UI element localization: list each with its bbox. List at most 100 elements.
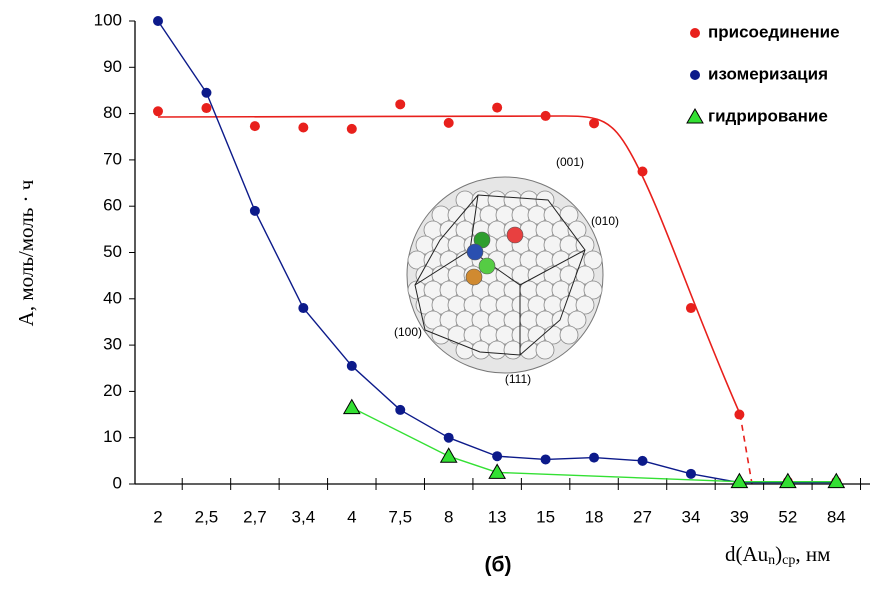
highlight-atom bbox=[478, 257, 496, 275]
data-point bbox=[730, 472, 749, 489]
data-point bbox=[249, 121, 260, 132]
atom bbox=[583, 250, 603, 270]
caption: (б) bbox=[485, 554, 512, 577]
data-point bbox=[201, 103, 212, 114]
series-connector bbox=[351, 365, 401, 411]
highlight-atom bbox=[506, 226, 524, 244]
data-point bbox=[298, 303, 309, 314]
x-tick-label: 52 bbox=[778, 507, 797, 526]
y-tick-label: 40 bbox=[103, 288, 122, 307]
y-tick-label: 80 bbox=[103, 103, 122, 122]
data-point bbox=[395, 404, 406, 415]
x-tick-label: 3,4 bbox=[292, 507, 316, 526]
nanoparticle-illustration: (001) (010) (100) (111) bbox=[394, 155, 619, 386]
data-point bbox=[589, 118, 600, 129]
data-point bbox=[395, 99, 406, 110]
atom bbox=[535, 340, 555, 360]
atom bbox=[559, 205, 579, 225]
data-point bbox=[685, 303, 696, 314]
inset-label: (010) bbox=[591, 214, 619, 228]
atom bbox=[487, 340, 507, 360]
series-connector bbox=[205, 92, 256, 212]
data-point bbox=[540, 454, 551, 465]
x-label-part: n bbox=[768, 553, 775, 568]
x-tick-label: 2 bbox=[153, 507, 162, 526]
data-point bbox=[734, 409, 745, 420]
series-connector bbox=[594, 456, 643, 462]
series-connector bbox=[545, 456, 595, 461]
y-tick-label: 10 bbox=[103, 427, 122, 446]
x-axis-label: d(Aun)ср, нм bbox=[725, 542, 830, 568]
legend-label: гидрирование bbox=[708, 106, 828, 125]
x-tick-label: 39 bbox=[730, 507, 749, 526]
legend-marker bbox=[690, 70, 700, 80]
data-point bbox=[492, 102, 503, 113]
data-point bbox=[346, 360, 357, 371]
legend-label: присоединение bbox=[708, 22, 840, 41]
y-tick-label: 30 bbox=[103, 335, 122, 354]
y-tick-label: 0 bbox=[113, 473, 122, 492]
data-point bbox=[540, 110, 551, 121]
y-tick-label: 50 bbox=[103, 242, 122, 261]
highlight-atom bbox=[466, 243, 484, 261]
data-point bbox=[443, 117, 454, 128]
x-tick-label: 18 bbox=[585, 507, 604, 526]
x-tick-label: 2,7 bbox=[243, 507, 267, 526]
atom bbox=[575, 235, 595, 255]
series-connector bbox=[351, 406, 450, 457]
data-point bbox=[685, 468, 696, 479]
data-point bbox=[153, 106, 163, 117]
atom bbox=[503, 340, 523, 360]
series-connector bbox=[399, 409, 450, 439]
series-connector bbox=[497, 455, 546, 461]
inset-label: (100) bbox=[394, 325, 422, 339]
data-point bbox=[778, 472, 797, 489]
y-axis-label: А, моль/моль · ч bbox=[14, 179, 38, 326]
x-label-part: , нм bbox=[795, 542, 830, 566]
series-connector bbox=[642, 460, 692, 475]
atom bbox=[575, 295, 595, 315]
data-point bbox=[589, 452, 600, 463]
y-tick-label: 60 bbox=[103, 196, 122, 215]
series-connector bbox=[302, 307, 353, 367]
inset-label: (111) bbox=[505, 372, 531, 386]
data-point bbox=[637, 166, 648, 177]
atom bbox=[559, 325, 579, 345]
x-tick-label: 27 bbox=[633, 507, 652, 526]
x-label-part: d(Au bbox=[725, 542, 769, 566]
data-point bbox=[439, 447, 458, 463]
data-point bbox=[488, 463, 507, 479]
series-connector bbox=[448, 455, 498, 474]
legend-marker bbox=[690, 28, 700, 38]
x-tick-label: 2,5 bbox=[195, 507, 219, 526]
y-tick-label: 70 bbox=[103, 149, 122, 168]
x-tick-label: 7,5 bbox=[388, 507, 412, 526]
x-tick-label: 84 bbox=[827, 507, 846, 526]
x-tick-label: 8 bbox=[444, 507, 453, 526]
series-connector bbox=[157, 20, 208, 94]
y-tick-label: 20 bbox=[103, 381, 122, 400]
data-point bbox=[827, 472, 846, 489]
atom bbox=[519, 340, 539, 360]
data-point bbox=[342, 398, 361, 415]
x-tick-label: 4 bbox=[347, 507, 356, 526]
atom bbox=[583, 280, 603, 300]
data-point bbox=[443, 432, 454, 443]
legend-label: изомеризация bbox=[708, 64, 828, 83]
data-point bbox=[346, 123, 357, 134]
series-connector bbox=[254, 210, 304, 309]
x-tick-label: 15 bbox=[536, 507, 555, 526]
data-point bbox=[298, 122, 309, 133]
atom bbox=[567, 310, 587, 330]
data-point bbox=[492, 451, 503, 462]
series-connector bbox=[448, 437, 498, 457]
x-tick-label: 13 bbox=[488, 507, 507, 526]
highlight-atom bbox=[465, 268, 483, 286]
data-point bbox=[249, 205, 260, 216]
legend-marker bbox=[686, 107, 704, 124]
y-tick-label: 100 bbox=[94, 10, 122, 29]
atom bbox=[431, 325, 451, 345]
x-tick-label: 34 bbox=[681, 507, 700, 526]
inset-label: (001) bbox=[556, 155, 584, 169]
